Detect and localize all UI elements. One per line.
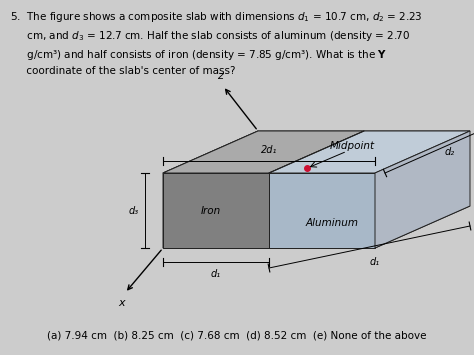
Polygon shape	[269, 131, 470, 173]
Text: z: z	[217, 71, 223, 81]
Text: d₂: d₂	[445, 147, 455, 157]
Polygon shape	[163, 173, 269, 248]
Text: Midpoint: Midpoint	[329, 141, 374, 151]
Text: d₁: d₁	[369, 257, 380, 267]
Text: d₁: d₁	[211, 269, 221, 279]
Polygon shape	[269, 173, 375, 248]
Text: Iron: Iron	[201, 206, 221, 215]
Text: 2d₁: 2d₁	[261, 145, 277, 155]
Text: x: x	[118, 298, 125, 308]
Polygon shape	[375, 131, 470, 248]
Text: (a) 7.94 cm  (b) 8.25 cm  (c) 7.68 cm  (d) 8.52 cm  (e) None of the above: (a) 7.94 cm (b) 8.25 cm (c) 7.68 cm (d) …	[47, 330, 427, 340]
Polygon shape	[163, 206, 470, 248]
Polygon shape	[163, 131, 470, 173]
Text: 5.  The figure shows a composite slab with dimensions $d_1$ = 10.7 cm, $d_2$ = 2: 5. The figure shows a composite slab wit…	[10, 10, 423, 76]
Polygon shape	[163, 131, 258, 248]
Text: Aluminum: Aluminum	[306, 218, 358, 228]
Polygon shape	[163, 131, 364, 173]
Text: d₃: d₃	[129, 206, 139, 215]
